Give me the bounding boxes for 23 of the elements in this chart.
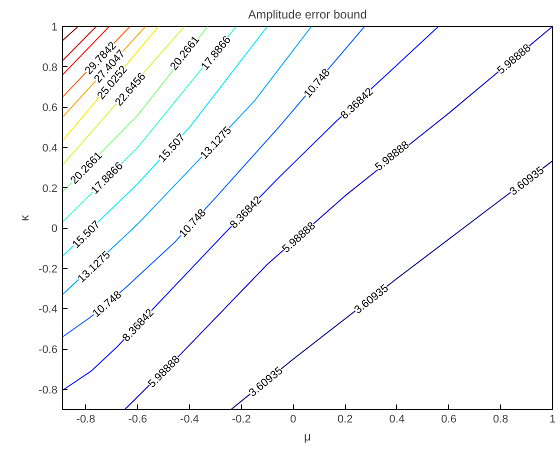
x-tick-label: -0.6 (128, 414, 148, 426)
x-tick-label: -0.8 (76, 414, 96, 426)
y-tick-label: -0.6 (38, 344, 58, 356)
x-tick-label: -0.2 (232, 414, 251, 426)
x-axis-title: μ (304, 430, 312, 444)
y-tick-label: 1 (51, 22, 58, 34)
y-tick-label: -0.2 (38, 263, 58, 276)
x-tick-label: 0.4 (389, 414, 405, 426)
x-tick-label: -0.4 (180, 414, 200, 426)
x-tick-label: 1 (549, 414, 556, 426)
x-tick-label: 0.2 (337, 414, 353, 426)
y-tick-label: 0.2 (42, 182, 58, 195)
x-tick-label: 0.8 (493, 414, 508, 426)
y-tick-label: 0.4 (42, 142, 58, 154)
chart-title: Amplitude error bound (248, 8, 367, 22)
x-tick-label: 0 (290, 414, 296, 426)
y-tick-label: -0.8 (38, 384, 58, 396)
y-tick-label: 0.8 (42, 62, 58, 74)
x-tick-label: 0.6 (441, 414, 456, 426)
y-axis-title: κ (18, 214, 32, 221)
y-tick-label: 0.6 (42, 102, 58, 114)
y-tick-label: -0.4 (38, 304, 58, 316)
y-tick-label: 0 (51, 223, 58, 236)
